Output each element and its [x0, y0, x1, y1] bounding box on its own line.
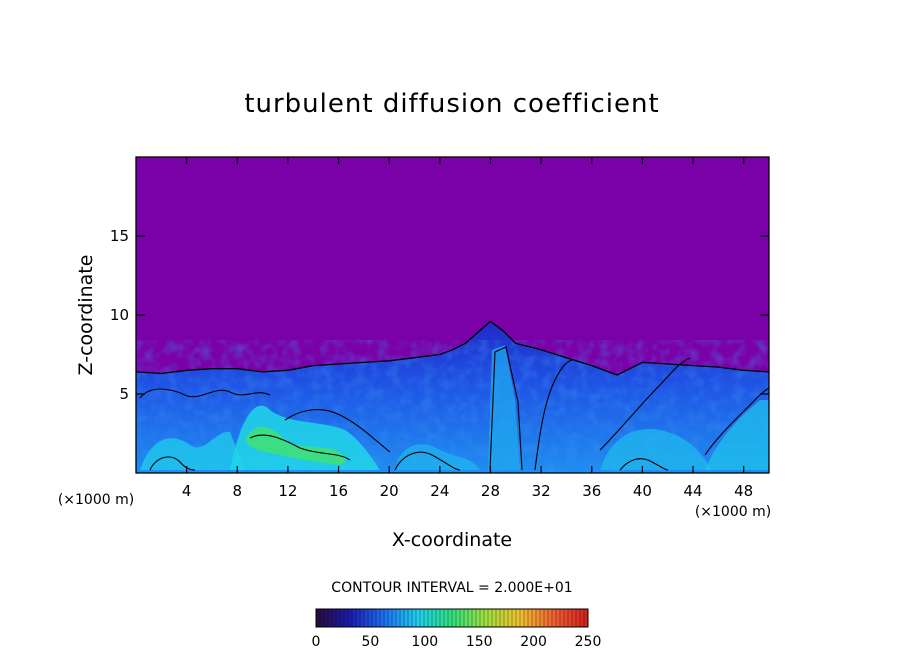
cyan-region [705, 400, 769, 470]
contour-interval-label: CONTOUR INTERVAL = 2.000E+01 [331, 580, 572, 596]
contour-line [139, 388, 271, 399]
contour-line [599, 357, 691, 451]
x-tick-label: 32 [532, 482, 551, 500]
y-tick-label: 10 [110, 306, 129, 324]
x-tick-label: 4 [182, 482, 192, 500]
x-tick-label: 8 [233, 482, 243, 500]
contour-line [704, 387, 769, 456]
x-axis-label: X-coordinate [392, 529, 512, 551]
contour-lines [139, 346, 769, 471]
chart-title: turbulent diffusion coefficient [244, 89, 659, 119]
contour-line [489, 346, 523, 471]
y-tick-label: 5 [119, 385, 129, 403]
x-tick-label: 48 [734, 482, 753, 500]
x-tick-label: 12 [278, 482, 297, 500]
x-tick-label: 28 [481, 482, 500, 500]
colorbar-tick-label: 0 [312, 634, 321, 650]
cyan-region [600, 429, 712, 470]
x-unit-label-right: (×1000 m) [695, 504, 771, 520]
cyan-region [395, 444, 480, 470]
cyan-region [140, 431, 245, 470]
x-axis-ticks: 4 8 12 16 20 24 28 32 36 40 44 48 [182, 157, 753, 500]
y-tick-label: 15 [110, 227, 129, 245]
cyan-plume [488, 345, 520, 470]
colorbar-frame [315, 608, 589, 628]
colorbar: 0 50 100 150 200 250 [312, 608, 602, 650]
colorbar-stripes [319, 609, 585, 627]
colorbar-tick-label: 150 [466, 634, 493, 650]
x-tick-label: 24 [430, 482, 449, 500]
layer-top-contour [136, 320, 769, 376]
contour-line [534, 359, 573, 471]
cyan-region [230, 405, 380, 470]
colorbar-tick-label: 50 [361, 634, 379, 650]
colorbar-tick-label: 250 [575, 634, 602, 650]
contour-line [284, 409, 391, 453]
y-axis-ticks: 5 10 15 [110, 227, 769, 403]
x-tick-label: 16 [329, 482, 348, 500]
x-tick-label: 44 [683, 482, 702, 500]
x-unit-label-left: (×1000 m) [58, 492, 134, 508]
colorbar-tick-label: 100 [411, 634, 438, 650]
y-axis-label: Z-coordinate [75, 255, 97, 376]
contour-line [619, 458, 669, 471]
x-tick-label: 20 [380, 482, 399, 500]
x-tick-label: 40 [633, 482, 652, 500]
x-tick-label: 36 [582, 482, 601, 500]
contour-line [394, 451, 461, 471]
cyan-regions [140, 345, 769, 470]
contour-line [249, 434, 351, 461]
colorbar-ticks: 0 50 100 150 200 250 [312, 634, 602, 650]
colorbar-tick-label: 200 [520, 634, 547, 650]
plot-area [136, 157, 769, 473]
contour-line [149, 456, 196, 471]
